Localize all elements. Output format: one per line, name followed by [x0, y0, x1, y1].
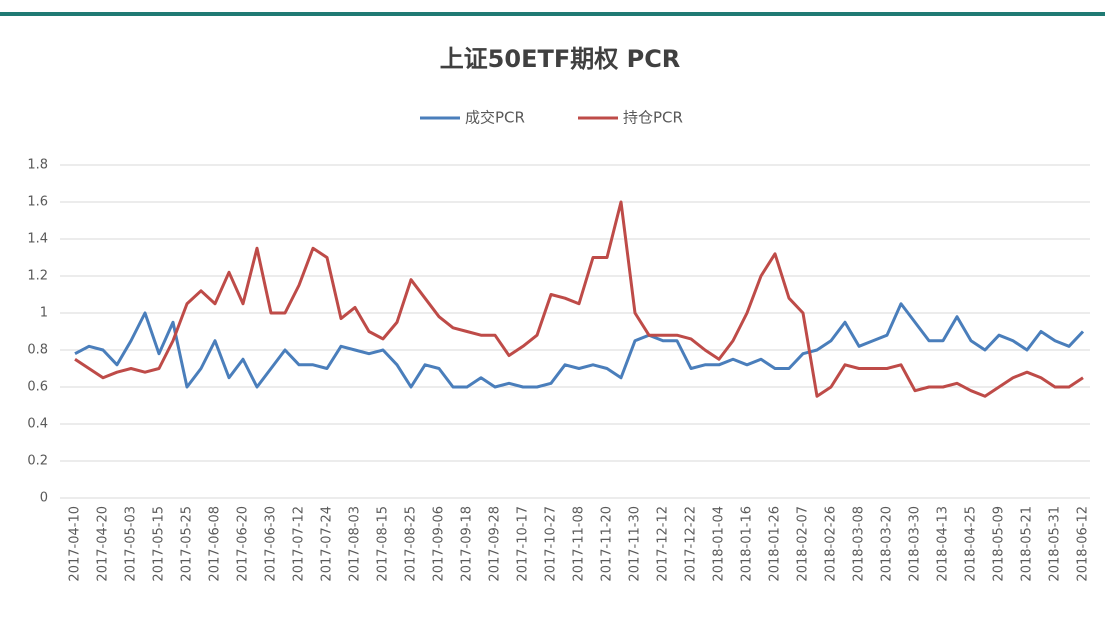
x-tick-label: 2017-08-03: [348, 506, 363, 582]
series-line: [74, 200, 1084, 398]
x-tick-label: 2018-05-09: [992, 506, 1007, 582]
x-tick-label: 2017-11-08: [572, 506, 587, 582]
x-tick-label: 2017-08-25: [404, 506, 419, 582]
x-tick-label: 2018-04-25: [964, 506, 979, 582]
y-tick-label: 0.2: [27, 454, 48, 469]
y-tick-label: 0.4: [27, 417, 48, 432]
x-tick-label: 2017-10-27: [544, 506, 559, 582]
x-tick-label: 2017-07-24: [320, 506, 335, 582]
x-tick-label: 2018-05-21: [1020, 506, 1035, 582]
x-tick-label: 2017-09-28: [488, 506, 503, 582]
x-tick-label: 2018-06-12: [1076, 506, 1091, 582]
x-tick-label: 2017-11-20: [600, 506, 615, 582]
x-tick-label: 2018-03-20: [880, 506, 895, 582]
x-tick-label: 2018-03-08: [852, 506, 867, 582]
x-tick-label: 2018-01-26: [768, 506, 783, 582]
y-tick-label: 1.8: [27, 158, 48, 173]
y-tick-label: 1.4: [27, 232, 48, 247]
series-line: [74, 302, 1085, 389]
x-tick-label: 2017-05-25: [180, 506, 195, 582]
x-tick-label: 2017-04-10: [68, 506, 83, 582]
x-tick-label: 2017-04-20: [96, 506, 111, 582]
x-tick-label: 2017-12-12: [656, 506, 671, 582]
legend-label: 持仓PCR: [623, 109, 683, 127]
x-tick-label: 2017-12-22: [684, 506, 699, 582]
x-tick-label: 2017-06-30: [264, 506, 279, 582]
y-tick-label: 1: [40, 306, 48, 321]
x-tick-label: 2018-02-07: [796, 506, 811, 582]
x-tick-label: 2018-03-30: [908, 506, 923, 582]
y-tick-label: 0.6: [27, 380, 48, 395]
x-tick-label: 2018-01-16: [740, 506, 755, 582]
x-tick-label: 2017-07-12: [292, 506, 307, 582]
x-tick-label: 2017-05-03: [124, 506, 139, 582]
x-tick-label: 2017-06-08: [208, 506, 223, 582]
x-tick-label: 2017-05-15: [152, 506, 167, 582]
x-tick-label: 2018-04-13: [936, 506, 951, 582]
x-tick-label: 2018-05-31: [1048, 506, 1063, 582]
y-tick-label: 0.8: [27, 343, 48, 358]
chart-title: 上证50ETF期权 PCR: [440, 45, 681, 73]
y-tick-label: 1.2: [27, 269, 48, 284]
y-tick-label: 0: [40, 491, 48, 506]
x-tick-label: 2017-10-17: [516, 506, 531, 582]
top-border: [0, 12, 1105, 16]
y-tick-label: 1.6: [27, 195, 48, 210]
x-tick-label: 2017-09-18: [460, 506, 475, 582]
x-tick-label: 2017-09-06: [432, 506, 447, 582]
x-tick-label: 2018-01-04: [712, 506, 727, 582]
x-tick-label: 2017-06-20: [236, 506, 251, 582]
x-tick-label: 2017-11-30: [628, 506, 643, 582]
x-tick-label: 2018-02-26: [824, 506, 839, 582]
legend-label: 成交PCR: [465, 109, 525, 127]
x-tick-label: 2017-08-15: [376, 506, 391, 582]
